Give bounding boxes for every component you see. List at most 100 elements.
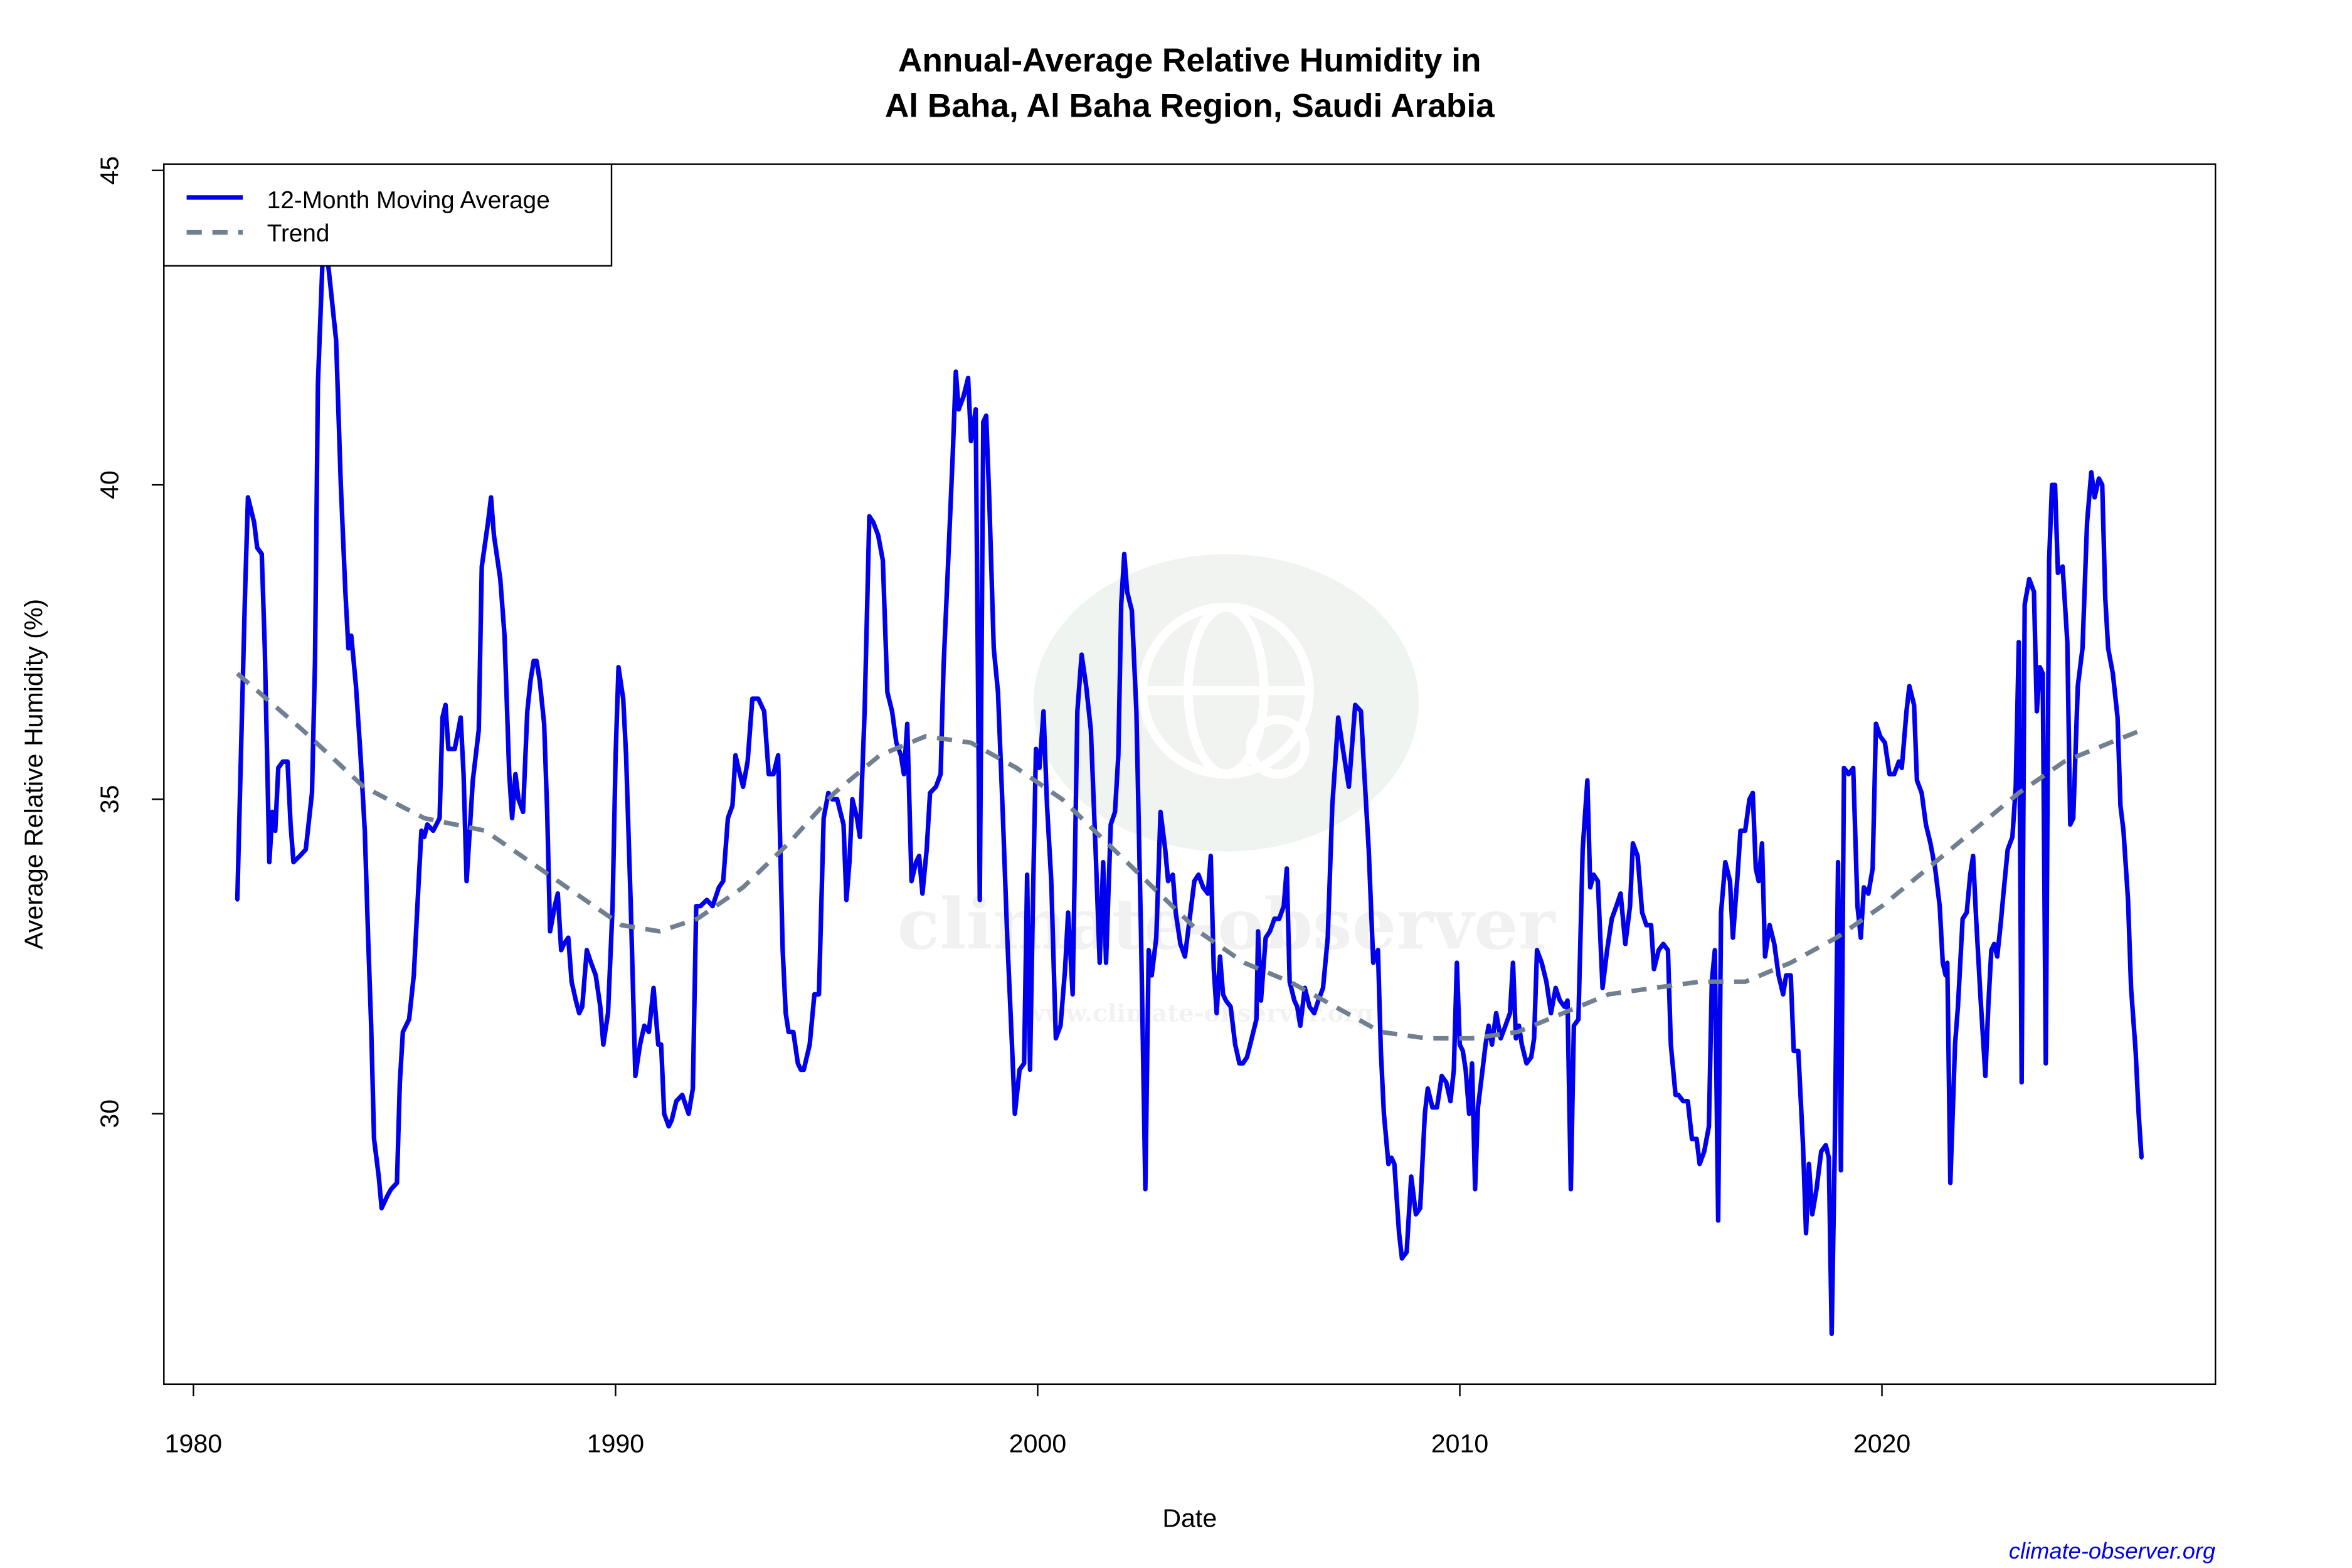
data-point	[289, 822, 293, 827]
data-point	[691, 1086, 695, 1091]
data-point	[1986, 1005, 1991, 1009]
data-point	[746, 760, 750, 764]
data-point	[1147, 948, 1151, 952]
data-point	[260, 552, 264, 556]
data-point	[2118, 803, 2122, 808]
data-point	[1855, 904, 1860, 908]
x-tick-label: 1990	[587, 1429, 644, 1458]
data-point	[270, 810, 275, 814]
data-point	[1824, 1143, 1828, 1147]
data-point	[492, 533, 496, 538]
data-point	[1919, 791, 1924, 795]
data-point	[1839, 1168, 1843, 1172]
data-point	[686, 1111, 691, 1116]
data-point	[1461, 1049, 1465, 1053]
data-point	[1409, 1175, 1414, 1179]
data-point	[431, 829, 435, 833]
data-point	[1224, 999, 1228, 1003]
data-point	[1298, 1024, 1303, 1028]
data-point	[783, 1011, 788, 1015]
data-point	[598, 1005, 603, 1009]
data-point	[1430, 1105, 1434, 1110]
data-point	[1281, 904, 1286, 908]
data-point	[276, 766, 280, 770]
data-point	[674, 1099, 679, 1103]
data-point	[844, 898, 849, 902]
data-point	[395, 1181, 399, 1185]
data-point	[1254, 1017, 1259, 1022]
data-point	[1697, 1162, 1702, 1166]
data-point	[1677, 1093, 1681, 1097]
data-point	[733, 753, 738, 758]
data-point	[1389, 1155, 1394, 1160]
data-point	[652, 986, 655, 990]
data-point	[1635, 854, 1640, 858]
data-point	[1569, 1187, 1573, 1191]
x-tick-label: 2010	[1431, 1429, 1488, 1458]
data-point	[1005, 936, 1009, 940]
credit-link[interactable]: climate-observer.org	[2009, 1538, 2215, 1564]
data-point	[808, 1042, 812, 1047]
data-point	[1392, 1162, 1397, 1166]
data-point	[1628, 904, 1632, 908]
data-point	[545, 810, 549, 814]
data-point	[1268, 930, 1272, 933]
data-point	[1382, 1111, 1386, 1116]
data-point	[1376, 948, 1380, 952]
data-point	[1576, 1017, 1581, 1022]
data-point	[1666, 948, 1670, 952]
data-point	[1945, 961, 1949, 965]
data-point	[1549, 1011, 1553, 1015]
x-axis: 1980 1990 2000 2010 2020	[165, 1384, 1910, 1458]
data-point	[1591, 872, 1596, 877]
data-point	[624, 753, 628, 758]
data-point	[850, 797, 854, 802]
data-point	[890, 709, 894, 713]
data-point	[1483, 1042, 1488, 1047]
data-point	[1529, 1055, 1534, 1059]
data-point	[458, 716, 463, 719]
data-point	[437, 816, 442, 820]
data-point	[1900, 766, 1904, 770]
data-point	[2089, 470, 2094, 474]
data-point	[2035, 709, 2039, 713]
data-point	[642, 1024, 647, 1028]
data-point	[1221, 992, 1225, 997]
data-point	[1490, 1042, 1494, 1047]
data-point	[398, 1080, 402, 1084]
watermark-url: www.climate-observer.org	[1024, 1000, 1374, 1028]
data-point	[987, 495, 991, 500]
data-point	[858, 835, 862, 839]
data-point	[1119, 602, 1123, 607]
data-point	[1605, 948, 1609, 952]
data-point	[1135, 709, 1138, 713]
data-point	[799, 1067, 803, 1072]
data-point	[1760, 841, 1764, 845]
data-point	[1998, 923, 2003, 927]
data-point	[1807, 1162, 1811, 1166]
data-point	[285, 760, 290, 764]
data-point	[569, 980, 574, 984]
data-point	[1400, 1256, 1404, 1261]
data-point	[1511, 961, 1515, 965]
data-point	[1719, 910, 1724, 914]
data-point	[969, 438, 973, 443]
data-point	[1772, 942, 1776, 946]
data-point	[1049, 879, 1053, 883]
data-point	[1656, 948, 1661, 952]
data-point	[510, 816, 514, 820]
data-point	[516, 797, 521, 802]
data-point	[2032, 590, 2036, 594]
data-point	[717, 885, 721, 889]
data-point	[1209, 854, 1213, 858]
data-point	[1887, 772, 1892, 776]
data-point	[464, 879, 469, 883]
data-point	[548, 930, 553, 933]
data-point	[1728, 879, 1732, 883]
data-point	[1259, 999, 1263, 1003]
data-point	[1652, 967, 1656, 972]
data-point	[750, 697, 755, 701]
data-point	[521, 810, 525, 814]
data-point	[1071, 992, 1075, 997]
data-point	[1241, 1061, 1245, 1066]
